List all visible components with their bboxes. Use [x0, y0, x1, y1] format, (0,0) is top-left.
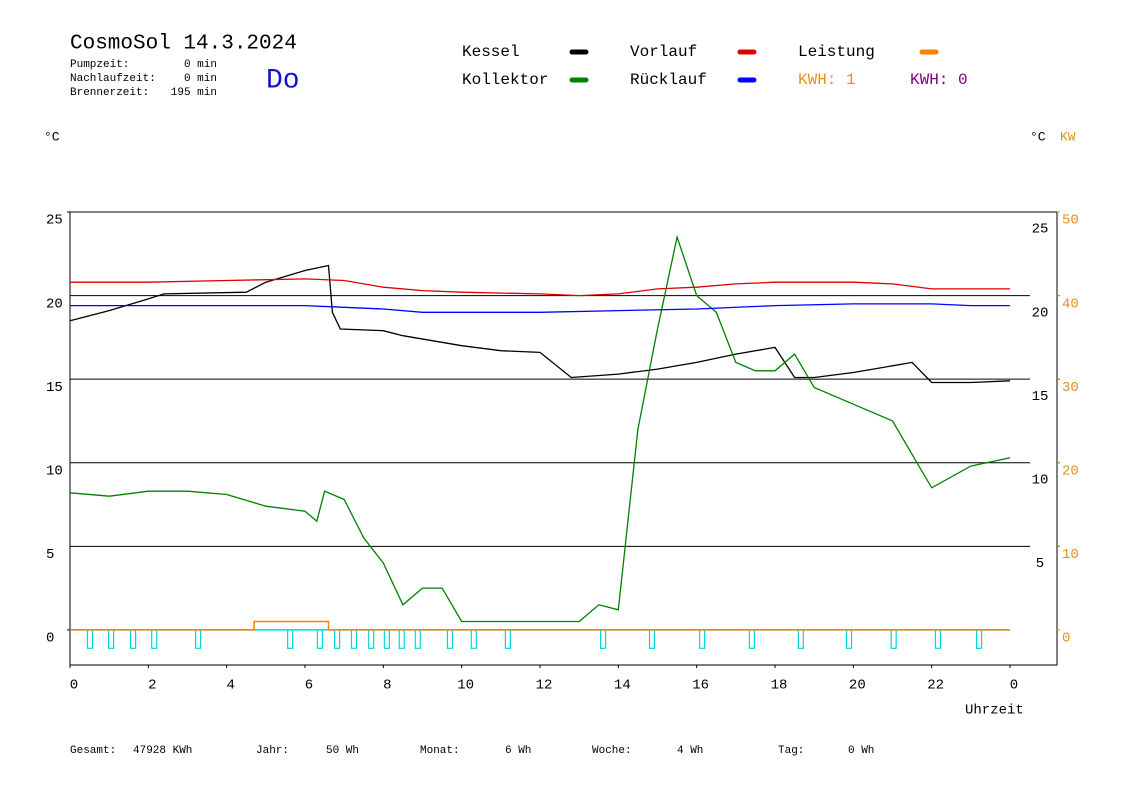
total-label: Jahr: — [256, 745, 289, 757]
pump-pulse — [748, 629, 755, 649]
x-tick-label: 20 — [849, 678, 866, 694]
y-right-tick-label: 25 — [1032, 222, 1049, 238]
y-tick-label: 10 — [46, 463, 63, 479]
y-tick-label: 20 — [46, 296, 63, 312]
x-axis-label: Uhrzeit — [965, 703, 1024, 719]
x-tick-label: 22 — [927, 678, 944, 694]
x-tick-label: 2 — [148, 678, 156, 694]
legend-label: Kollektor — [462, 71, 548, 89]
legend-label: Vorlauf — [630, 43, 697, 61]
y-right-tick-label: 5 — [1036, 556, 1044, 572]
pump-pulse — [383, 629, 390, 649]
pump-pulse — [414, 629, 421, 649]
total-value: 0 Wh — [848, 745, 874, 757]
y-right-axis-label: °C — [1030, 129, 1046, 144]
y2-tick-label: 50 — [1062, 213, 1079, 229]
pump-pulse — [975, 629, 983, 649]
pump-pulse — [470, 629, 477, 649]
y-right-tick-label: 10 — [1032, 472, 1049, 488]
stat-label: Nachlaufzeit: — [70, 73, 156, 85]
stat-label: Brennerzeit: — [70, 87, 149, 99]
x-tick-label: 18 — [771, 678, 788, 694]
stat-value: 195 min — [171, 87, 217, 99]
pump-pulse — [129, 629, 137, 649]
x-tick-label: 10 — [457, 678, 474, 694]
pump-pulse — [368, 629, 375, 649]
total-value: 50 Wh — [326, 745, 359, 757]
total-value: 47928 KWh — [133, 745, 192, 757]
pump-pulse — [446, 629, 454, 649]
pump-pulse — [934, 629, 942, 649]
total-value: 6 Wh — [505, 745, 531, 757]
x-tick-label: 8 — [383, 678, 391, 694]
kwh-label: KWH: 1 — [798, 71, 856, 89]
total-label: Gesamt: — [70, 745, 116, 757]
total-value: 4 Wh — [677, 745, 703, 757]
y-tick-label: 15 — [46, 380, 63, 396]
pump-pulse — [108, 629, 115, 649]
pump-pulse — [890, 629, 897, 649]
total-label: Woche: — [592, 745, 632, 757]
y2-tick-label: 30 — [1062, 380, 1079, 396]
pump-pulse — [334, 629, 341, 649]
legend-label: Rücklauf — [630, 71, 707, 89]
pump-pulse — [599, 629, 607, 649]
y2-tick-label: 20 — [1062, 463, 1079, 479]
kwh-label: KWH: 0 — [910, 71, 968, 89]
y2-tick-label: 40 — [1062, 296, 1079, 312]
x-tick-label: 6 — [305, 678, 313, 694]
pump-pulse — [504, 629, 511, 649]
pump-pulse — [194, 629, 202, 649]
stat-label: Pumpzeit: — [70, 59, 129, 71]
y-right-tick-label: 20 — [1032, 305, 1049, 321]
pump-pulse — [287, 629, 294, 649]
series-line — [70, 303, 1010, 313]
y2-tick-label: 10 — [1062, 547, 1079, 563]
pump-pulse — [350, 629, 358, 649]
stat-value: 0 min — [184, 73, 217, 85]
total-label: Tag: — [778, 745, 804, 757]
y2-tick-label: 0 — [1062, 631, 1070, 647]
series-line — [70, 278, 1010, 297]
x-tick-label: 0 — [70, 678, 78, 694]
y-tick-label: 25 — [46, 213, 63, 229]
plot-frame — [69, 211, 1058, 666]
pump-pulse — [151, 629, 158, 649]
x-tick-label: 12 — [536, 678, 553, 694]
y-tick-label: 5 — [46, 547, 54, 563]
chart-title: CosmoSol 14.3.2024 — [70, 33, 297, 56]
series-line — [69, 264, 1011, 384]
pump-pulse — [845, 629, 853, 649]
y2-axis-label: KW — [1060, 129, 1076, 144]
legend-label: Leistung — [798, 43, 875, 61]
pump-pulse — [797, 629, 804, 649]
y-axis-label: °C — [44, 129, 60, 144]
legend-label: Kessel — [462, 43, 520, 61]
x-tick-label: 16 — [692, 678, 709, 694]
series-line — [70, 620, 1010, 631]
pump-pulse — [86, 629, 94, 649]
series-line — [69, 234, 1011, 623]
stat-value: 0 min — [184, 59, 217, 71]
weekday: Do — [266, 65, 300, 96]
x-tick-label: 0 — [1010, 678, 1018, 694]
y-tick-label: 0 — [46, 631, 54, 647]
pump-pulse — [316, 629, 323, 649]
pump-pulse — [699, 629, 706, 649]
x-tick-label: 14 — [614, 678, 631, 694]
pump-pulse — [648, 629, 656, 649]
y-right-tick-label: 15 — [1032, 389, 1049, 405]
x-tick-label: 4 — [226, 678, 234, 694]
pump-pulse — [398, 629, 405, 649]
total-label: Monat: — [420, 745, 460, 757]
